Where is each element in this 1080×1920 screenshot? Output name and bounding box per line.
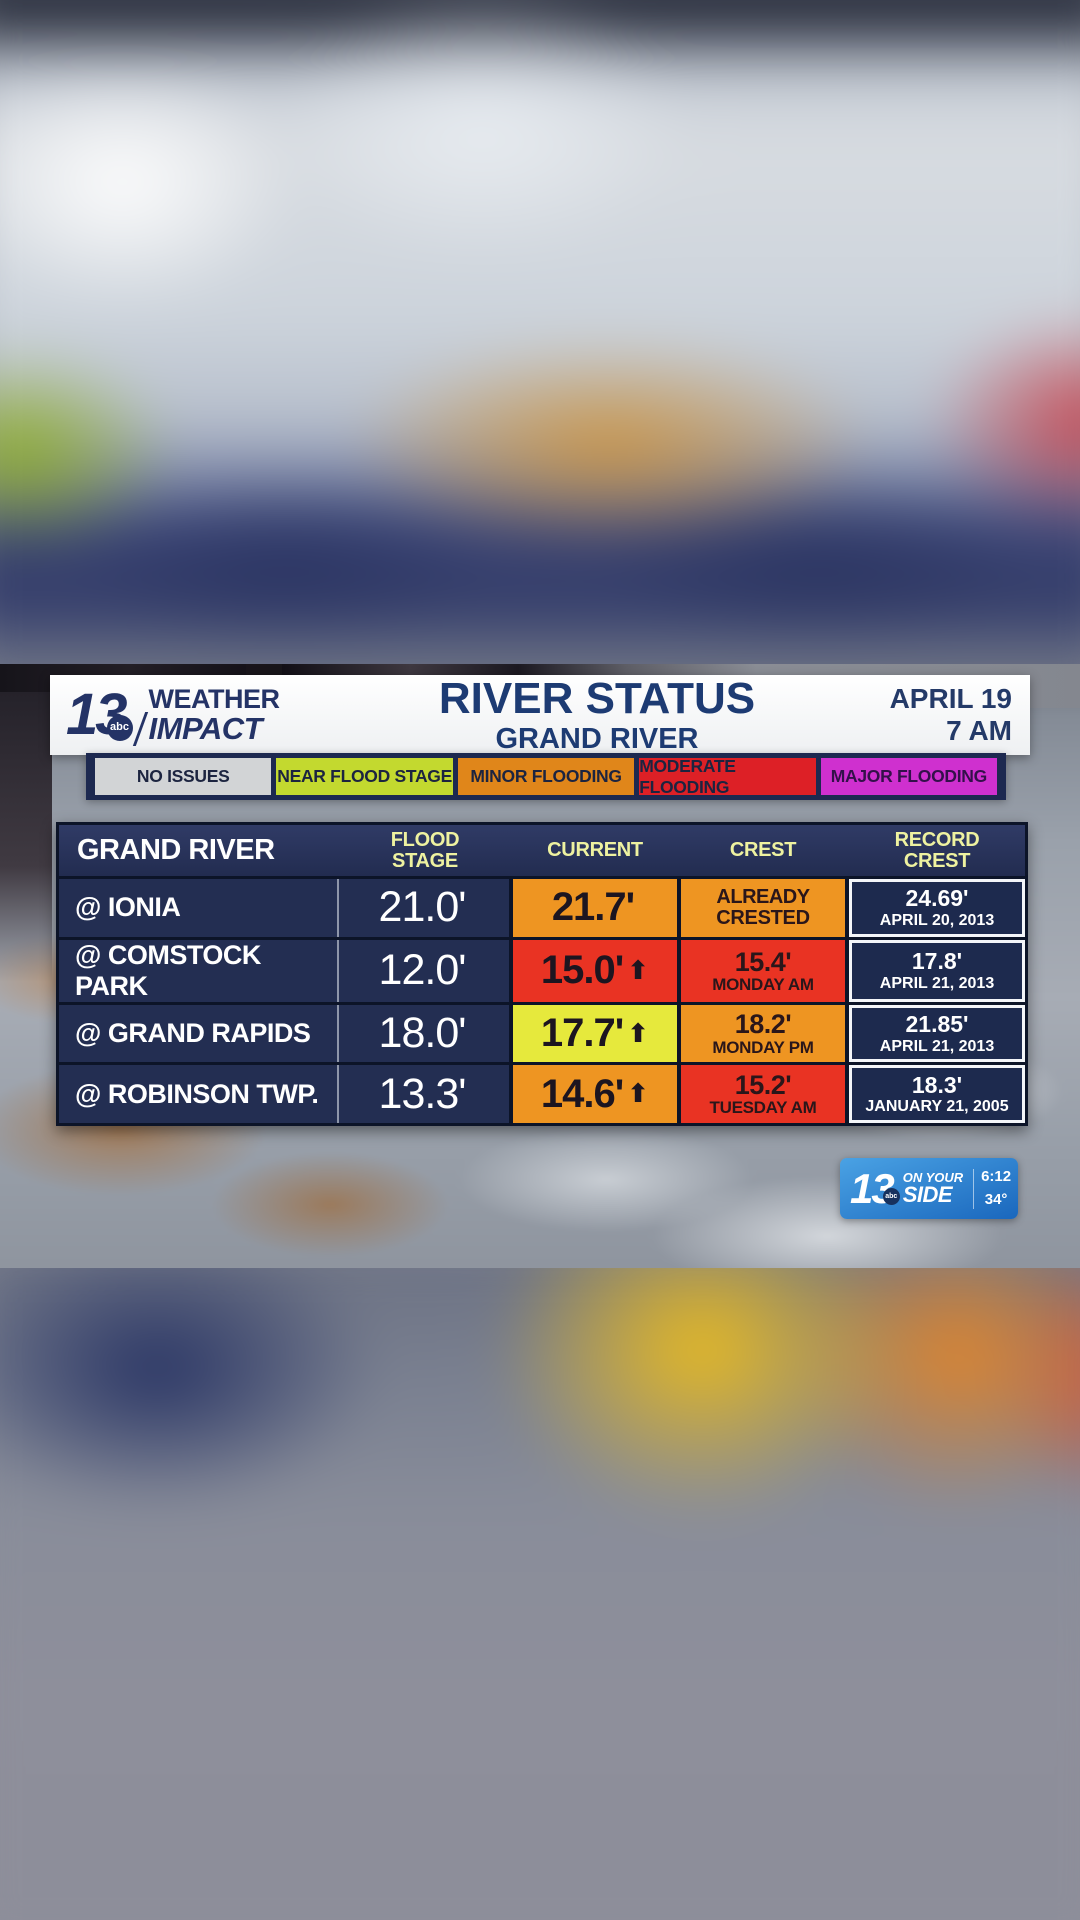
time-label: 7 AM [946, 715, 1012, 746]
record-crest-cell: 18.3' JANUARY 21, 2005 [849, 1065, 1025, 1124]
column-header-crest: CREST [729, 839, 797, 861]
column-header-record-crest: RECORD CREST [894, 828, 980, 872]
abc-network-badge: abc [882, 1188, 900, 1206]
crest-time: MONDAY PM [712, 1037, 814, 1057]
legend-moderate-flooding: MODERATE FLOODING [639, 756, 816, 797]
logo-line-impact: IMPACT [148, 711, 263, 746]
bug-temp: 34° [984, 1190, 1008, 1208]
crest-value: 18.2' [734, 1009, 792, 1040]
flood-stage-value: 13.3' [337, 1065, 505, 1124]
bug-13-logo: 13 abc [850, 1167, 900, 1209]
legend-near-flood-stage: NEAR FLOOD STAGE [276, 758, 453, 795]
date-label: APRIL 19 [889, 682, 1012, 714]
location-label: @ IONIA [75, 892, 181, 923]
location-flood-cell: @ ROBINSON TWP. 13.3' [59, 1065, 509, 1124]
blurred-background-bottom [0, 1240, 1080, 1920]
bug-tagline: ON YOUR SIDE [903, 1171, 963, 1206]
flood-severity-legend: NO ISSUES NEAR FLOOD STAGE MINOR FLOODIN… [86, 753, 1006, 800]
crest-time: CRESTED [716, 906, 810, 929]
column-header-flood-stage: FLOOD STAGE [390, 828, 460, 872]
record-crest-cell: 21.85' APRIL 21, 2013 [849, 1004, 1025, 1063]
legend-no-issues: NO ISSUES [95, 758, 272, 795]
current-level-cell: 14.6' ⬆ [513, 1065, 677, 1124]
record-crest-value: 21.85' [905, 1011, 969, 1038]
rising-arrow-icon: ⬆ [627, 1018, 650, 1049]
record-crest-date: APRIL 20, 2013 [879, 911, 995, 929]
column-header-current: CURRENT [547, 839, 643, 861]
location-flood-cell: @ COMSTOCK PARK 12.0' [59, 939, 509, 1002]
location-label: @ GRAND RAPIDS [75, 1018, 311, 1048]
table-row: @ ROBINSON TWP. 13.3' 14.6' ⬆ 15.2' TUES… [59, 1065, 1025, 1124]
location-flood-cell: @ IONIA 21.0' [59, 879, 509, 937]
rising-arrow-icon: ⬆ [627, 1079, 650, 1110]
crest-time: MONDAY AM [712, 974, 814, 994]
table-header-row: GRAND RIVER FLOOD STAGE CURRENT CREST RE… [59, 825, 1025, 876]
flood-stage-value: 21.0' [337, 879, 505, 937]
crest-value: 15.2' [734, 1070, 792, 1101]
location-label: @ ROBINSON TWP. [75, 1078, 319, 1109]
page-subtitle: GRAND RIVER [495, 722, 699, 755]
legend-major-flooding: MAJOR FLOODING [820, 758, 998, 795]
table-row: @ COMSTOCK PARK 12.0' 15.0' ⬆ 15.4' MOND… [59, 939, 1025, 1002]
current-level-cell: 15.0' ⬆ [513, 939, 677, 1002]
bug-time-temp: 6:12 34° [974, 1166, 1018, 1211]
crest-forecast-cell: 15.4' MONDAY AM [681, 939, 845, 1002]
logo-line-weather: WEATHER [148, 684, 281, 714]
blurred-background-top [0, 0, 1080, 704]
location-flood-cell: @ GRAND RAPIDS 18.0' [59, 1004, 509, 1063]
title-block: RIVER STATUS GRAND RIVER [362, 673, 832, 755]
record-crest-date: JANUARY 21, 2005 [865, 1098, 1009, 1116]
page-title: RIVER STATUS [438, 673, 756, 723]
bridge-pillar [0, 692, 52, 982]
record-crest-value: 24.69' [905, 885, 969, 912]
abc-network-badge: abc [106, 715, 133, 742]
record-crest-date: APRIL 21, 2013 [879, 974, 995, 992]
river-status-table: GRAND RIVER FLOOD STAGE CURRENT CREST RE… [56, 822, 1028, 1126]
bug-tagline-top: ON YOUR [902, 1170, 964, 1185]
record-crest-date: APRIL 21, 2013 [879, 1037, 995, 1055]
record-crest-cell: 17.8' APRIL 21, 2013 [849, 939, 1025, 1002]
bug-divider [973, 1168, 975, 1209]
legend-minor-flooding: MINOR FLOODING [457, 758, 635, 795]
current-level-cell: 17.7' ⬆ [513, 1004, 677, 1063]
location-label: @ COMSTOCK PARK [75, 939, 261, 1001]
current-level-value: 14.6' [540, 1071, 624, 1116]
date-time-block: APRIL 19 7 AM [832, 683, 1012, 747]
record-crest-value: 18.3' [911, 1071, 963, 1098]
station-13-logo: 13 abc [66, 685, 133, 743]
crest-forecast-cell: 15.2' TUESDAY AM [681, 1065, 845, 1124]
table-row: @ GRAND RAPIDS 18.0' 17.7' ⬆ 18.2' MONDA… [59, 1004, 1025, 1063]
station-bug: 13 abc ON YOUR SIDE 6:12 34° [840, 1158, 1018, 1219]
crest-value: 15.4' [734, 946, 792, 977]
crest-forecast-cell: ALREADY CRESTED [681, 879, 845, 937]
crest-value: ALREADY [716, 885, 810, 908]
bug-time: 6:12 [981, 1168, 1012, 1185]
bug-tagline-bottom: SIDE [902, 1182, 953, 1207]
weather-impact-logo: 13 abc WEATHER IMPACT [50, 684, 362, 746]
table-title: GRAND RIVER [77, 834, 275, 867]
record-crest-value: 17.8' [911, 948, 963, 975]
crest-time: TUESDAY AM [709, 1098, 817, 1118]
record-crest-cell: 24.69' APRIL 20, 2013 [849, 879, 1025, 937]
table-row: @ IONIA 21.0' 21.7' ALREADY CRESTED 24.6… [59, 879, 1025, 937]
current-level-value: 15.0' [540, 948, 624, 993]
rising-arrow-icon: ⬆ [627, 955, 650, 986]
crest-forecast-cell: 18.2' MONDAY PM [681, 1004, 845, 1063]
current-level-value: 17.7' [540, 1011, 624, 1055]
flood-stage-value: 18.0' [337, 1004, 505, 1063]
current-level-cell: 21.7' [513, 879, 677, 937]
weather-impact-wordmark: WEATHER IMPACT [139, 684, 281, 746]
header-bar: 13 abc WEATHER IMPACT RIVER STATUS GRAND… [50, 675, 1030, 755]
current-level-value: 21.7' [551, 885, 635, 930]
flood-stage-value: 12.0' [337, 939, 505, 1002]
